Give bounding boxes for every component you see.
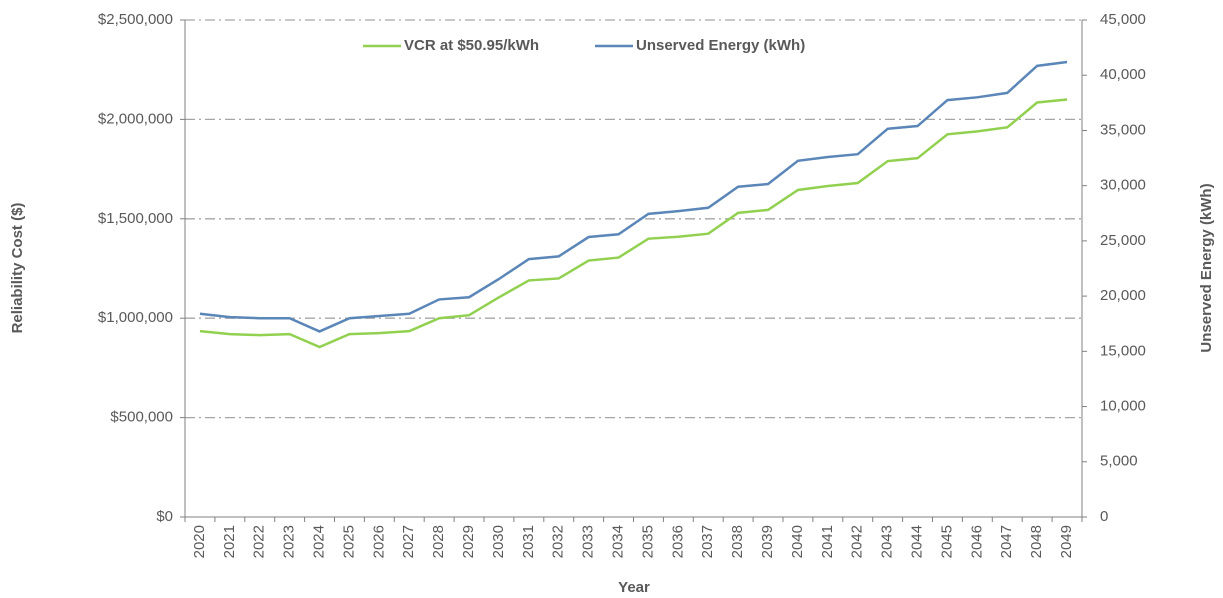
y2-tick-label: 20,000 xyxy=(1100,287,1146,304)
x-tick-label: 2029 xyxy=(460,525,477,558)
x-tick-label: 2022 xyxy=(251,525,268,558)
x-tick-label: 2036 xyxy=(669,525,686,558)
x-tick-label: 2027 xyxy=(400,525,417,558)
x-tick-label: 2041 xyxy=(819,525,836,558)
x-tick-label: 2024 xyxy=(311,525,328,558)
x-tick-label: 2032 xyxy=(550,525,567,558)
y-tick-label: $2,000,000 xyxy=(98,110,173,127)
y2-tick-label: 45,000 xyxy=(1100,11,1146,28)
x-tick-label: 2033 xyxy=(580,525,597,558)
x-tick-label: 2047 xyxy=(998,525,1015,558)
x-tick-label: 2028 xyxy=(430,525,447,558)
x-tick-label: 2026 xyxy=(370,525,387,558)
x-tick-label: 2038 xyxy=(729,525,746,558)
y2-tick-label: 10,000 xyxy=(1100,398,1146,415)
x-tick-label: 2045 xyxy=(938,525,955,558)
x-tick-label: 2040 xyxy=(789,525,806,558)
y-tick-label: $1,000,000 xyxy=(98,309,173,326)
x-tick-label: 2048 xyxy=(1028,525,1045,558)
y-tick-label: $500,000 xyxy=(110,409,173,426)
x-axis-title: Year xyxy=(618,579,650,596)
series-line xyxy=(199,98,1068,349)
x-tick-label: 2037 xyxy=(699,525,716,558)
y2-tick-label: 25,000 xyxy=(1100,232,1146,249)
legend-label: Unserved Energy (kWh) xyxy=(636,37,805,54)
x-tick-label: 2030 xyxy=(490,525,507,558)
series-line xyxy=(199,60,1068,333)
y2-axis-title: Unserved Energy (kWh) xyxy=(1198,183,1215,352)
x-tick-label: 2023 xyxy=(281,525,298,558)
x-tick-label: 2044 xyxy=(909,525,926,558)
y2-tick-label: 35,000 xyxy=(1100,121,1146,138)
x-tick-label: 2020 xyxy=(191,525,208,558)
y2-tick-label: 5,000 xyxy=(1100,453,1138,470)
y-tick-label: $1,500,000 xyxy=(98,210,173,227)
x-tick-label: 2039 xyxy=(759,525,776,558)
y2-tick-label: 30,000 xyxy=(1100,177,1146,194)
x-tick-label: 2046 xyxy=(968,525,985,558)
y-tick-label: $2,500,000 xyxy=(98,11,173,28)
y-axis-title: Reliability Cost ($) xyxy=(9,203,26,334)
x-tick-label: 2021 xyxy=(221,525,238,558)
x-tick-label: 2034 xyxy=(610,525,627,558)
x-tick-label: 2049 xyxy=(1058,525,1075,558)
x-tick-label: 2043 xyxy=(879,525,896,558)
y2-tick-label: 40,000 xyxy=(1100,66,1146,83)
x-tick-label: 2042 xyxy=(849,525,866,558)
y2-tick-label: 15,000 xyxy=(1100,342,1146,359)
x-tick-label: 2031 xyxy=(520,525,537,558)
x-tick-label: 2025 xyxy=(340,525,357,558)
y-tick-label: $0 xyxy=(156,508,173,525)
y2-tick-label: 0 xyxy=(1100,508,1108,525)
legend-label: VCR at $50.95/kWh xyxy=(404,37,539,54)
x-tick-label: 2035 xyxy=(639,525,656,558)
